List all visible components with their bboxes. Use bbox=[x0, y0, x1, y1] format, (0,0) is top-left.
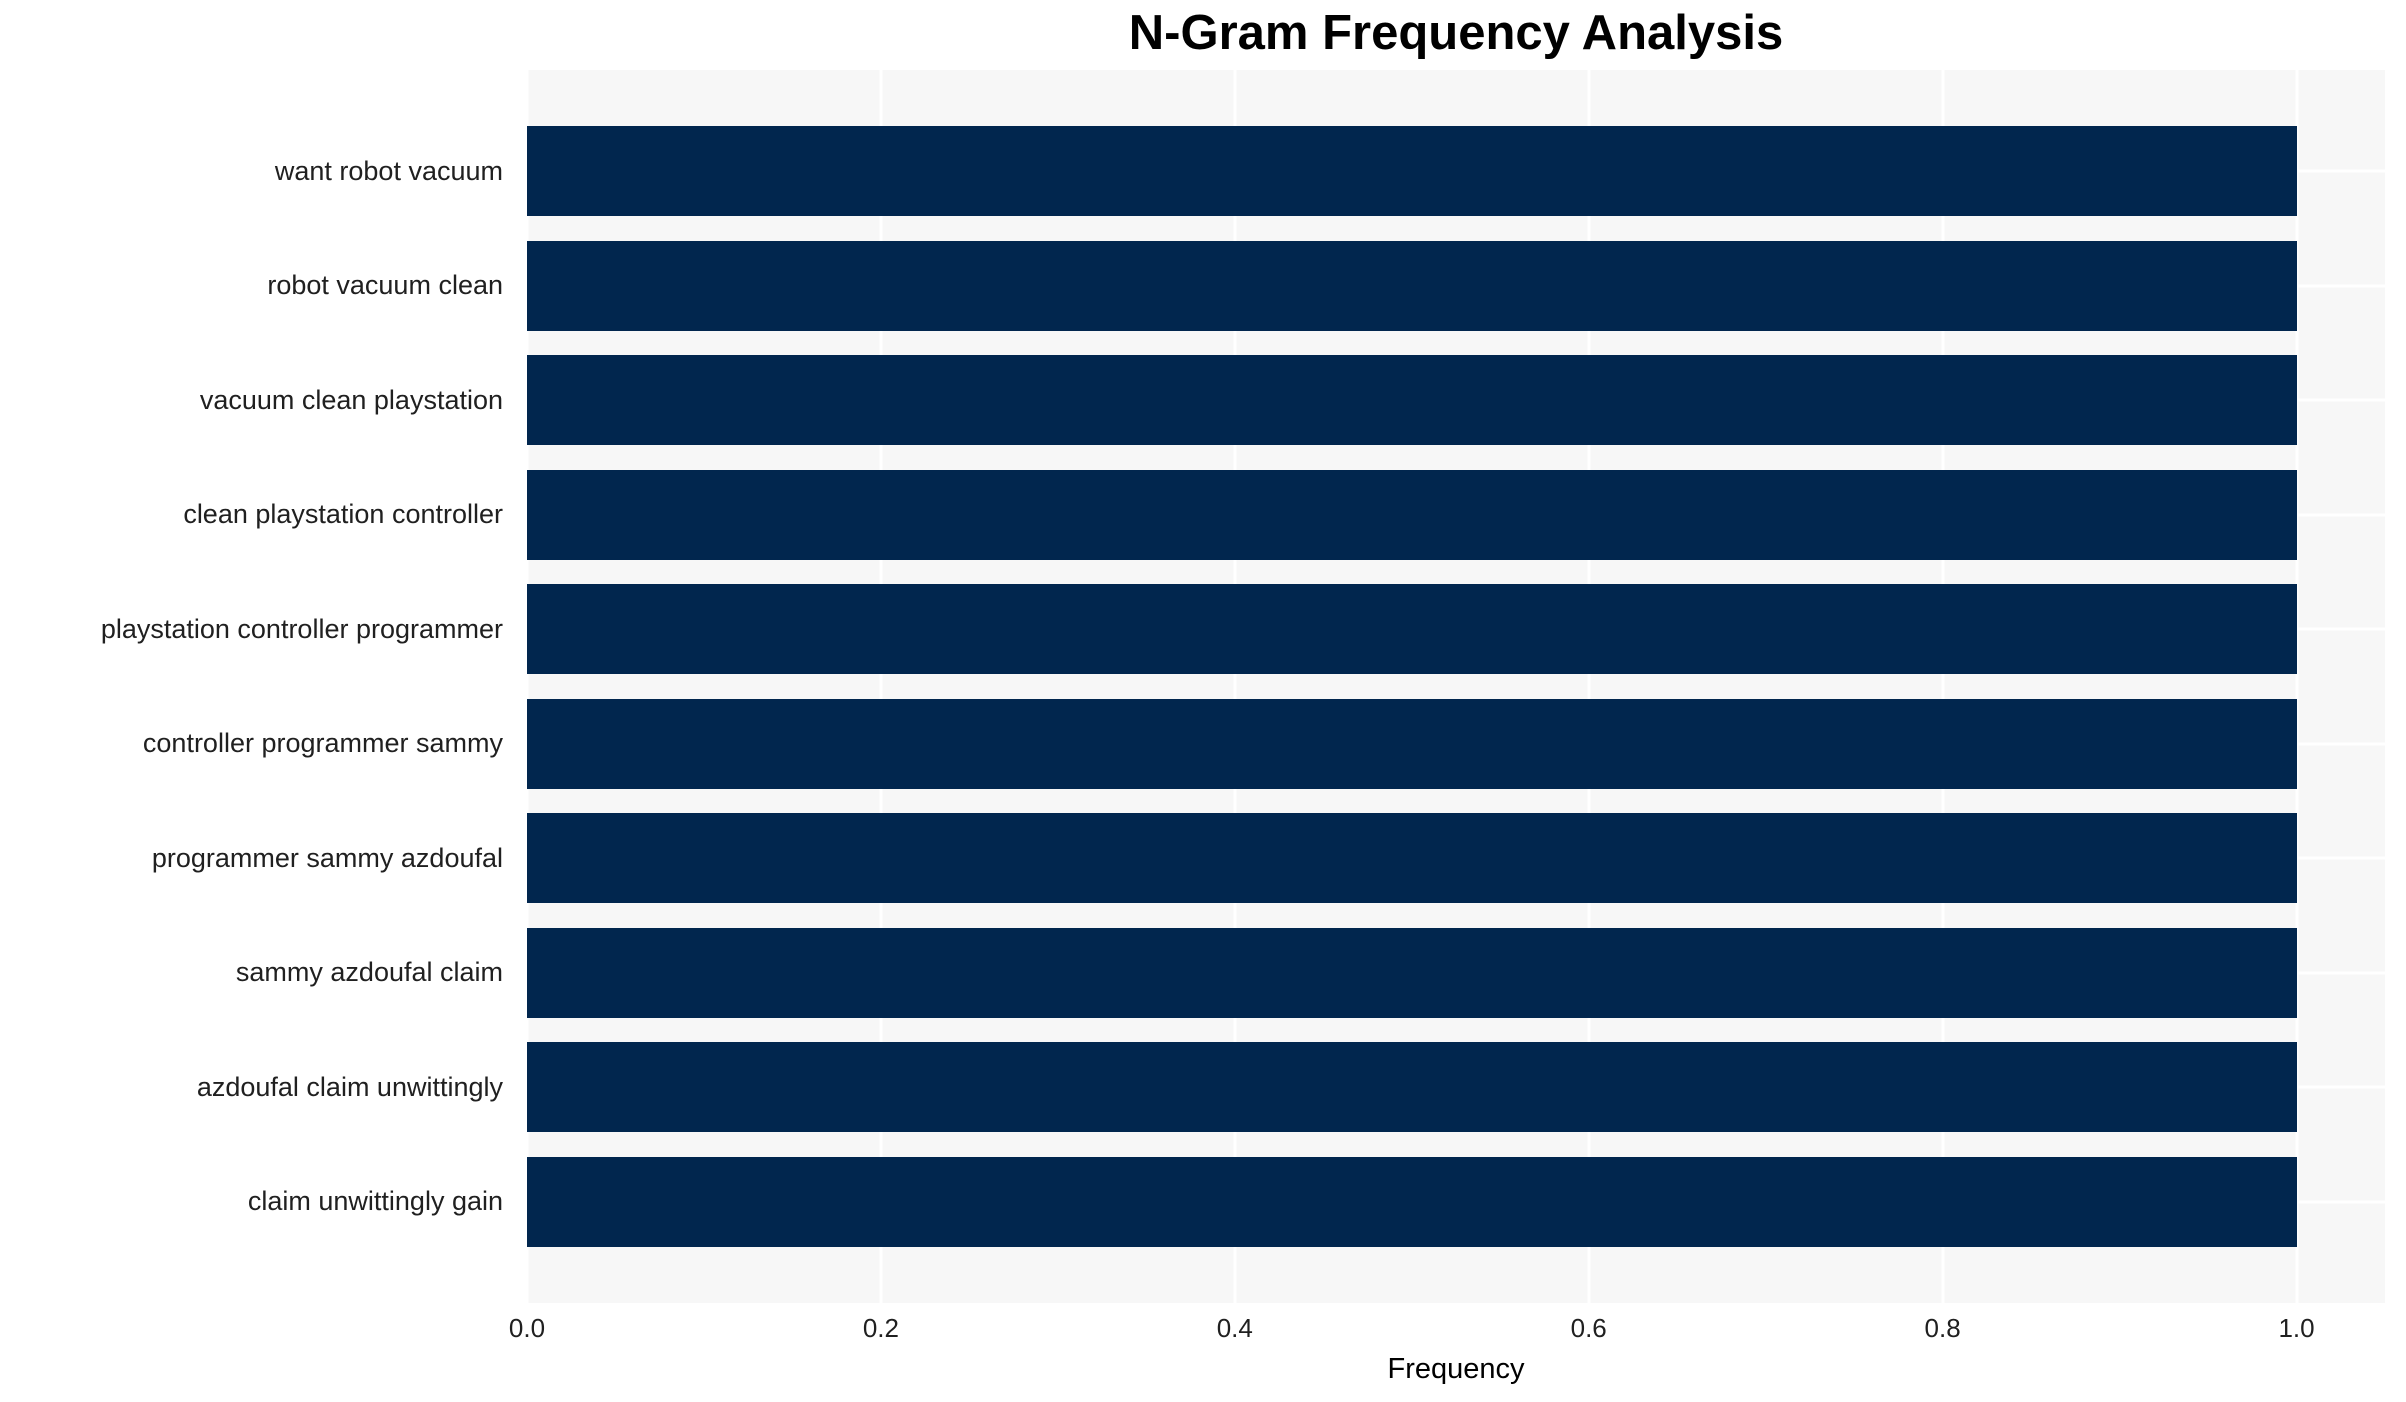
y-tick-label: azdoufal claim unwittingly bbox=[196, 1071, 503, 1102]
bar bbox=[527, 126, 2297, 217]
bar bbox=[527, 240, 2297, 331]
bar-row bbox=[527, 572, 2385, 687]
vertical-gridline bbox=[1941, 70, 1945, 1303]
vertical-gridline bbox=[1233, 70, 1237, 1303]
bar bbox=[527, 927, 2297, 1018]
bar bbox=[527, 469, 2297, 560]
y-tick-label: sammy azdoufal claim bbox=[235, 957, 503, 988]
x-tick-label: 0.0 bbox=[508, 1313, 546, 1343]
bar-row bbox=[527, 114, 2385, 229]
y-tick-label: programmer sammy azdoufal bbox=[151, 842, 503, 873]
x-tick-label: 1.0 bbox=[2278, 1313, 2315, 1343]
bar bbox=[527, 1156, 2297, 1247]
plot-area bbox=[525, 70, 2385, 1303]
y-tick-label: claim unwittingly gain bbox=[247, 1186, 503, 1217]
y-tick-label: playstation controller programmer bbox=[100, 613, 503, 644]
vertical-gridline bbox=[1587, 70, 1591, 1303]
y-tick-label: controller programmer sammy bbox=[142, 728, 503, 759]
bar-row bbox=[527, 916, 2385, 1031]
bar-row bbox=[527, 687, 2385, 802]
chart-title: N-Gram Frequency Analysis bbox=[1128, 6, 1784, 60]
y-axis-labels: want robot vacuum robot vacuum clean vacuu… bbox=[0, 70, 515, 1303]
bar-row bbox=[527, 801, 2385, 916]
y-tick-label: clean playstation controller bbox=[183, 499, 503, 530]
vertical-gridline bbox=[879, 70, 883, 1303]
bar-row bbox=[527, 1145, 2385, 1260]
x-axis-label: Frequency bbox=[1387, 1353, 1525, 1385]
bar-row bbox=[527, 343, 2385, 458]
bar-row bbox=[527, 458, 2385, 573]
x-tick-label: 0.6 bbox=[1570, 1313, 1607, 1343]
bar-rows bbox=[527, 70, 2385, 1303]
bar bbox=[527, 1042, 2297, 1133]
x-tick-label: 0.2 bbox=[862, 1313, 899, 1343]
bar-row bbox=[527, 229, 2385, 344]
y-tick-label: want robot vacuum bbox=[274, 155, 503, 186]
bar bbox=[527, 584, 2297, 675]
bar bbox=[527, 813, 2297, 904]
x-tick-label: 0.8 bbox=[1924, 1313, 1961, 1343]
bar bbox=[527, 698, 2297, 789]
y-tick-label: robot vacuum clean bbox=[267, 270, 503, 301]
x-tick-label: 0.4 bbox=[1216, 1313, 1253, 1343]
y-tick-label: vacuum clean playstation bbox=[199, 384, 503, 415]
bar-row bbox=[527, 1030, 2385, 1145]
vertical-gridline bbox=[525, 70, 529, 1303]
bar bbox=[527, 355, 2297, 446]
vertical-gridline bbox=[2295, 70, 2299, 1303]
